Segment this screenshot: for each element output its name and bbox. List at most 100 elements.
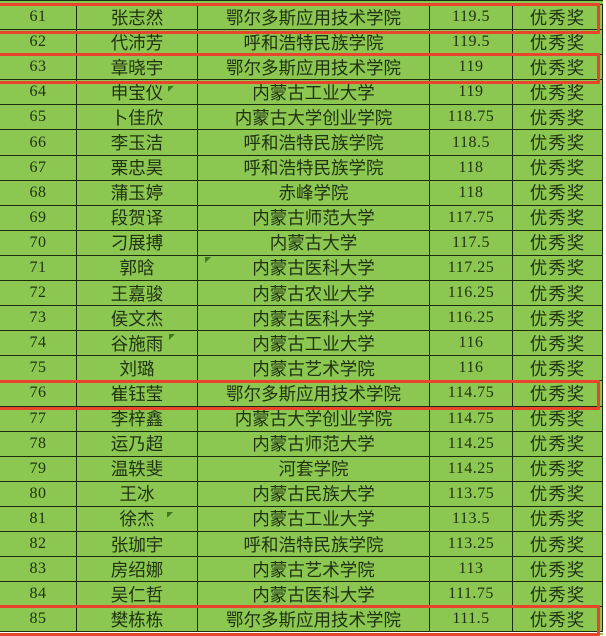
cell-award[interactable]: 优秀奖 xyxy=(513,205,603,231)
cell-score[interactable]: 117.75 xyxy=(430,205,513,231)
cell-institution[interactable]: 内蒙古医科大学 xyxy=(198,306,430,332)
cell-rank[interactable]: 70 xyxy=(0,230,77,256)
cell-score[interactable]: 119.5 xyxy=(430,5,513,31)
cell-rank[interactable]: 83 xyxy=(0,557,77,583)
cell-name[interactable]: 温轶斐 xyxy=(77,456,198,482)
cell-rank[interactable]: 73 xyxy=(0,306,77,332)
cell-score[interactable]: 117.5 xyxy=(430,230,513,256)
cell-name[interactable]: 栗忠昊 xyxy=(77,155,198,181)
cell-score[interactable]: 117.25 xyxy=(430,255,513,282)
cell-rank[interactable]: 61 xyxy=(0,5,77,31)
cell-institution[interactable]: 河套学院 xyxy=(198,456,430,482)
cell-award[interactable]: 优秀奖 xyxy=(513,105,603,131)
cell-rank[interactable]: 81 xyxy=(0,506,77,532)
cell-name[interactable]: 运乃超 xyxy=(77,431,198,457)
cell-institution[interactable]: 呼和浩特民族学院 xyxy=(198,30,430,56)
cell-rank[interactable]: 67 xyxy=(0,155,77,181)
cell-rank[interactable]: 72 xyxy=(0,281,77,307)
cell-institution[interactable]: 鄂尔多斯应用技术学院 xyxy=(198,55,430,81)
cell-institution[interactable]: 鄂尔多斯应用技术学院 xyxy=(198,5,430,31)
cell-institution[interactable]: 内蒙古师范大学 xyxy=(198,205,430,231)
cell-name[interactable]: 王冰 xyxy=(77,481,198,507)
cell-rank[interactable]: 79 xyxy=(0,456,77,482)
cell-award[interactable]: 优秀奖 xyxy=(513,230,603,256)
cell-award[interactable]: 优秀奖 xyxy=(513,506,603,532)
cell-award[interactable]: 优秀奖 xyxy=(513,607,603,633)
cell-score[interactable]: 113.5 xyxy=(430,506,513,532)
cell-score[interactable]: 116 xyxy=(430,331,513,357)
cell-rank[interactable]: 62 xyxy=(0,30,77,56)
cell-name[interactable]: 吴仁哲 xyxy=(77,582,198,608)
cell-name[interactable]: 张珈宇 xyxy=(77,531,198,558)
cell-name[interactable]: 徐杰 xyxy=(77,506,198,532)
cell-score[interactable]: 119 xyxy=(430,80,513,106)
cell-award[interactable]: 优秀奖 xyxy=(513,582,603,608)
cell-award[interactable]: 优秀奖 xyxy=(513,557,603,583)
cell-score[interactable]: 113.75 xyxy=(430,481,513,507)
cell-award[interactable]: 优秀奖 xyxy=(513,281,603,307)
cell-award[interactable]: 优秀奖 xyxy=(513,130,603,156)
cell-rank[interactable]: 77 xyxy=(0,406,77,432)
cell-score[interactable]: 118.75 xyxy=(430,105,513,131)
cell-institution[interactable]: 鄂尔多斯应用技术学院 xyxy=(198,381,430,407)
cell-award[interactable]: 优秀奖 xyxy=(513,155,603,181)
cell-rank[interactable]: 85 xyxy=(0,607,77,633)
cell-rank[interactable]: 76 xyxy=(0,381,77,407)
cell-rank[interactable]: 64 xyxy=(0,80,77,106)
cell-score[interactable]: 119.5 xyxy=(430,30,513,56)
cell-rank[interactable]: 65 xyxy=(0,105,77,131)
cell-name[interactable]: 段贺译 xyxy=(77,205,198,231)
cell-institution[interactable]: 内蒙古师范大学 xyxy=(198,431,430,457)
cell-score[interactable]: 116.25 xyxy=(430,281,513,307)
cell-award[interactable]: 优秀奖 xyxy=(513,5,603,31)
cell-score[interactable]: 118.5 xyxy=(430,130,513,156)
cell-name[interactable]: 王嘉骏 xyxy=(77,281,198,307)
cell-award[interactable]: 优秀奖 xyxy=(513,180,603,206)
cell-institution[interactable]: 呼和浩特民族学院 xyxy=(198,531,430,558)
cell-name[interactable]: 刁展搏 xyxy=(77,230,198,256)
cell-rank[interactable]: 74 xyxy=(0,331,77,357)
cell-score[interactable]: 116 xyxy=(430,356,513,382)
cell-award[interactable]: 优秀奖 xyxy=(513,531,603,558)
cell-name[interactable]: 侯文杰 xyxy=(77,306,198,332)
cell-name[interactable]: 郭晗 xyxy=(77,255,198,282)
cell-rank[interactable]: 66 xyxy=(0,130,77,156)
cell-institution[interactable]: 鄂尔多斯应用技术学院 xyxy=(198,607,430,633)
cell-institution[interactable]: 内蒙古农业大学 xyxy=(198,281,430,307)
cell-institution[interactable]: 内蒙古医科大学 xyxy=(198,582,430,608)
cell-institution[interactable]: 呼和浩特民族学院 xyxy=(198,130,430,156)
cell-institution[interactable]: 内蒙古工业大学 xyxy=(198,506,430,532)
cell-institution[interactable]: 内蒙古医科大学 xyxy=(198,255,430,282)
cell-score[interactable]: 113.25 xyxy=(430,531,513,558)
cell-score[interactable]: 113 xyxy=(430,557,513,583)
cell-score[interactable]: 114.25 xyxy=(430,431,513,457)
cell-institution[interactable]: 内蒙古工业大学 xyxy=(198,331,430,357)
cell-institution[interactable]: 内蒙古民族大学 xyxy=(198,481,430,507)
cell-name[interactable]: 李梓鑫 xyxy=(77,406,198,432)
cell-award[interactable]: 优秀奖 xyxy=(513,481,603,507)
cell-rank[interactable]: 75 xyxy=(0,356,77,382)
cell-rank[interactable]: 80 xyxy=(0,481,77,507)
cell-name[interactable]: 章晓宇 xyxy=(77,55,198,81)
cell-institution[interactable]: 赤峰学院 xyxy=(198,180,430,206)
cell-award[interactable]: 优秀奖 xyxy=(513,306,603,332)
cell-name[interactable]: 崔钰莹 xyxy=(77,381,198,407)
cell-institution[interactable]: 内蒙古艺术学院 xyxy=(198,356,430,382)
cell-score[interactable]: 118 xyxy=(430,180,513,206)
cell-name[interactable]: 刘璐 xyxy=(77,356,198,382)
cell-institution[interactable]: 内蒙古大学 xyxy=(198,230,430,256)
cell-name[interactable]: 张志然 xyxy=(77,5,198,31)
cell-score[interactable]: 119 xyxy=(430,55,513,81)
cell-award[interactable]: 优秀奖 xyxy=(513,431,603,457)
cell-name[interactable]: 樊栋栋 xyxy=(77,607,198,633)
cell-score[interactable]: 111.75 xyxy=(430,582,513,608)
cell-award[interactable]: 优秀奖 xyxy=(513,456,603,482)
cell-award[interactable]: 优秀奖 xyxy=(513,356,603,382)
cell-score[interactable]: 114.75 xyxy=(430,381,513,407)
cell-institution[interactable]: 内蒙古大学创业学院 xyxy=(198,105,430,131)
cell-name[interactable]: 申宝仪 xyxy=(77,80,198,106)
cell-institution[interactable]: 内蒙古大学创业学院 xyxy=(198,406,430,432)
cell-institution[interactable]: 内蒙古艺术学院 xyxy=(198,557,430,583)
cell-name[interactable]: 李玉洁 xyxy=(77,130,198,156)
cell-score[interactable]: 116.25 xyxy=(430,306,513,332)
